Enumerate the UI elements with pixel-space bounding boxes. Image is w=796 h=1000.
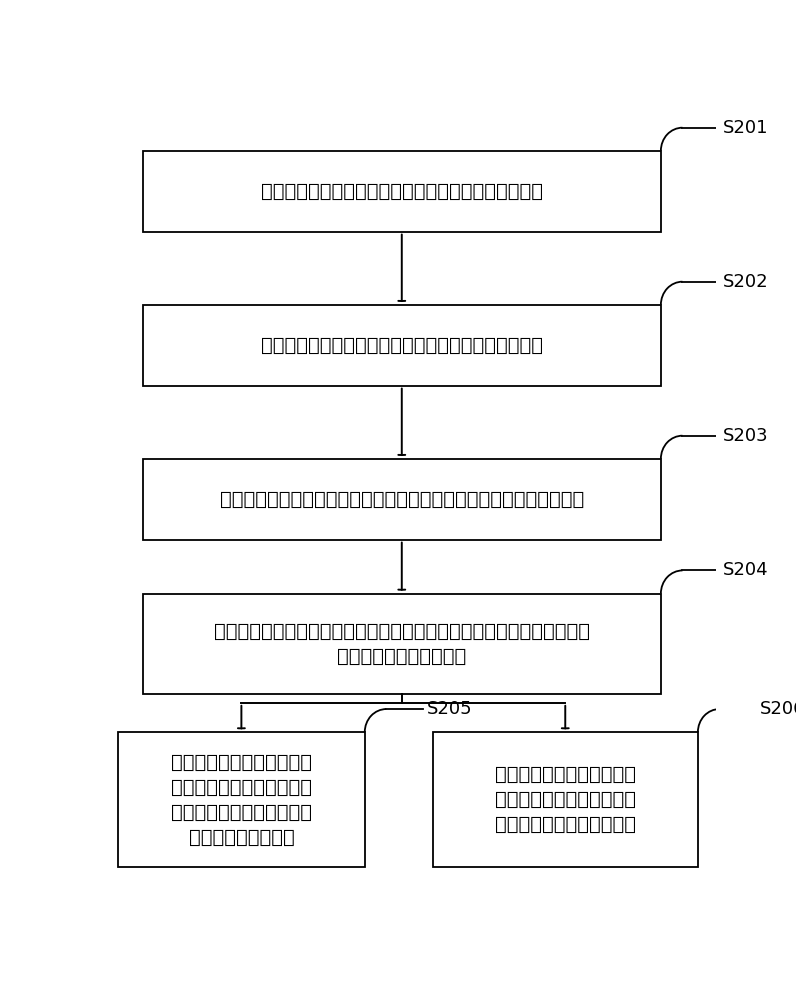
Text: S203: S203 bbox=[723, 427, 768, 445]
Bar bbox=[142, 594, 661, 694]
Text: 获取所述光线强度低于预设值且所述移动终端处于静止状态的持续时长: 获取所述光线强度低于预设值且所述移动终端处于静止状态的持续时长 bbox=[220, 490, 584, 509]
Bar bbox=[142, 305, 661, 386]
Bar bbox=[142, 459, 661, 540]
Text: 开启通过光线强度和移动终端的状态控制手电筒的功能: 开启通过光线强度和移动终端的状态控制手电筒的功能 bbox=[261, 182, 543, 201]
Text: 检测当前环境的光线强度和移动终端是否处于静止状态: 检测当前环境的光线强度和移动终端是否处于静止状态 bbox=[261, 336, 543, 355]
Bar bbox=[142, 151, 661, 232]
Text: 若检测到所述光线强度由低
于所述预设值变为高于所述
预设值，则关闭所述手电筒: 若检测到所述光线强度由低 于所述预设值变为高于所述 预设值，则关闭所述手电筒 bbox=[495, 765, 636, 834]
Text: 若检测到所述光线强度低于
所述预设值，且所述移动终
端由运动状态变为静止状态
，则关闭所述手电筒: 若检测到所述光线强度低于 所述预设值，且所述移动终 端由运动状态变为静止状态 ，… bbox=[171, 753, 312, 847]
Bar bbox=[118, 732, 365, 867]
Text: S201: S201 bbox=[723, 119, 768, 137]
Text: S202: S202 bbox=[723, 273, 768, 291]
Bar bbox=[433, 732, 698, 867]
Text: S205: S205 bbox=[427, 700, 472, 718]
Text: S204: S204 bbox=[723, 561, 768, 579]
Text: S206: S206 bbox=[759, 700, 796, 718]
Text: 若在所述持续时长超过预设时长时，检测到所述移动终端由静止状态变为
运动状态，则开启手电筒: 若在所述持续时长超过预设时长时，检测到所述移动终端由静止状态变为 运动状态，则开… bbox=[214, 622, 590, 666]
